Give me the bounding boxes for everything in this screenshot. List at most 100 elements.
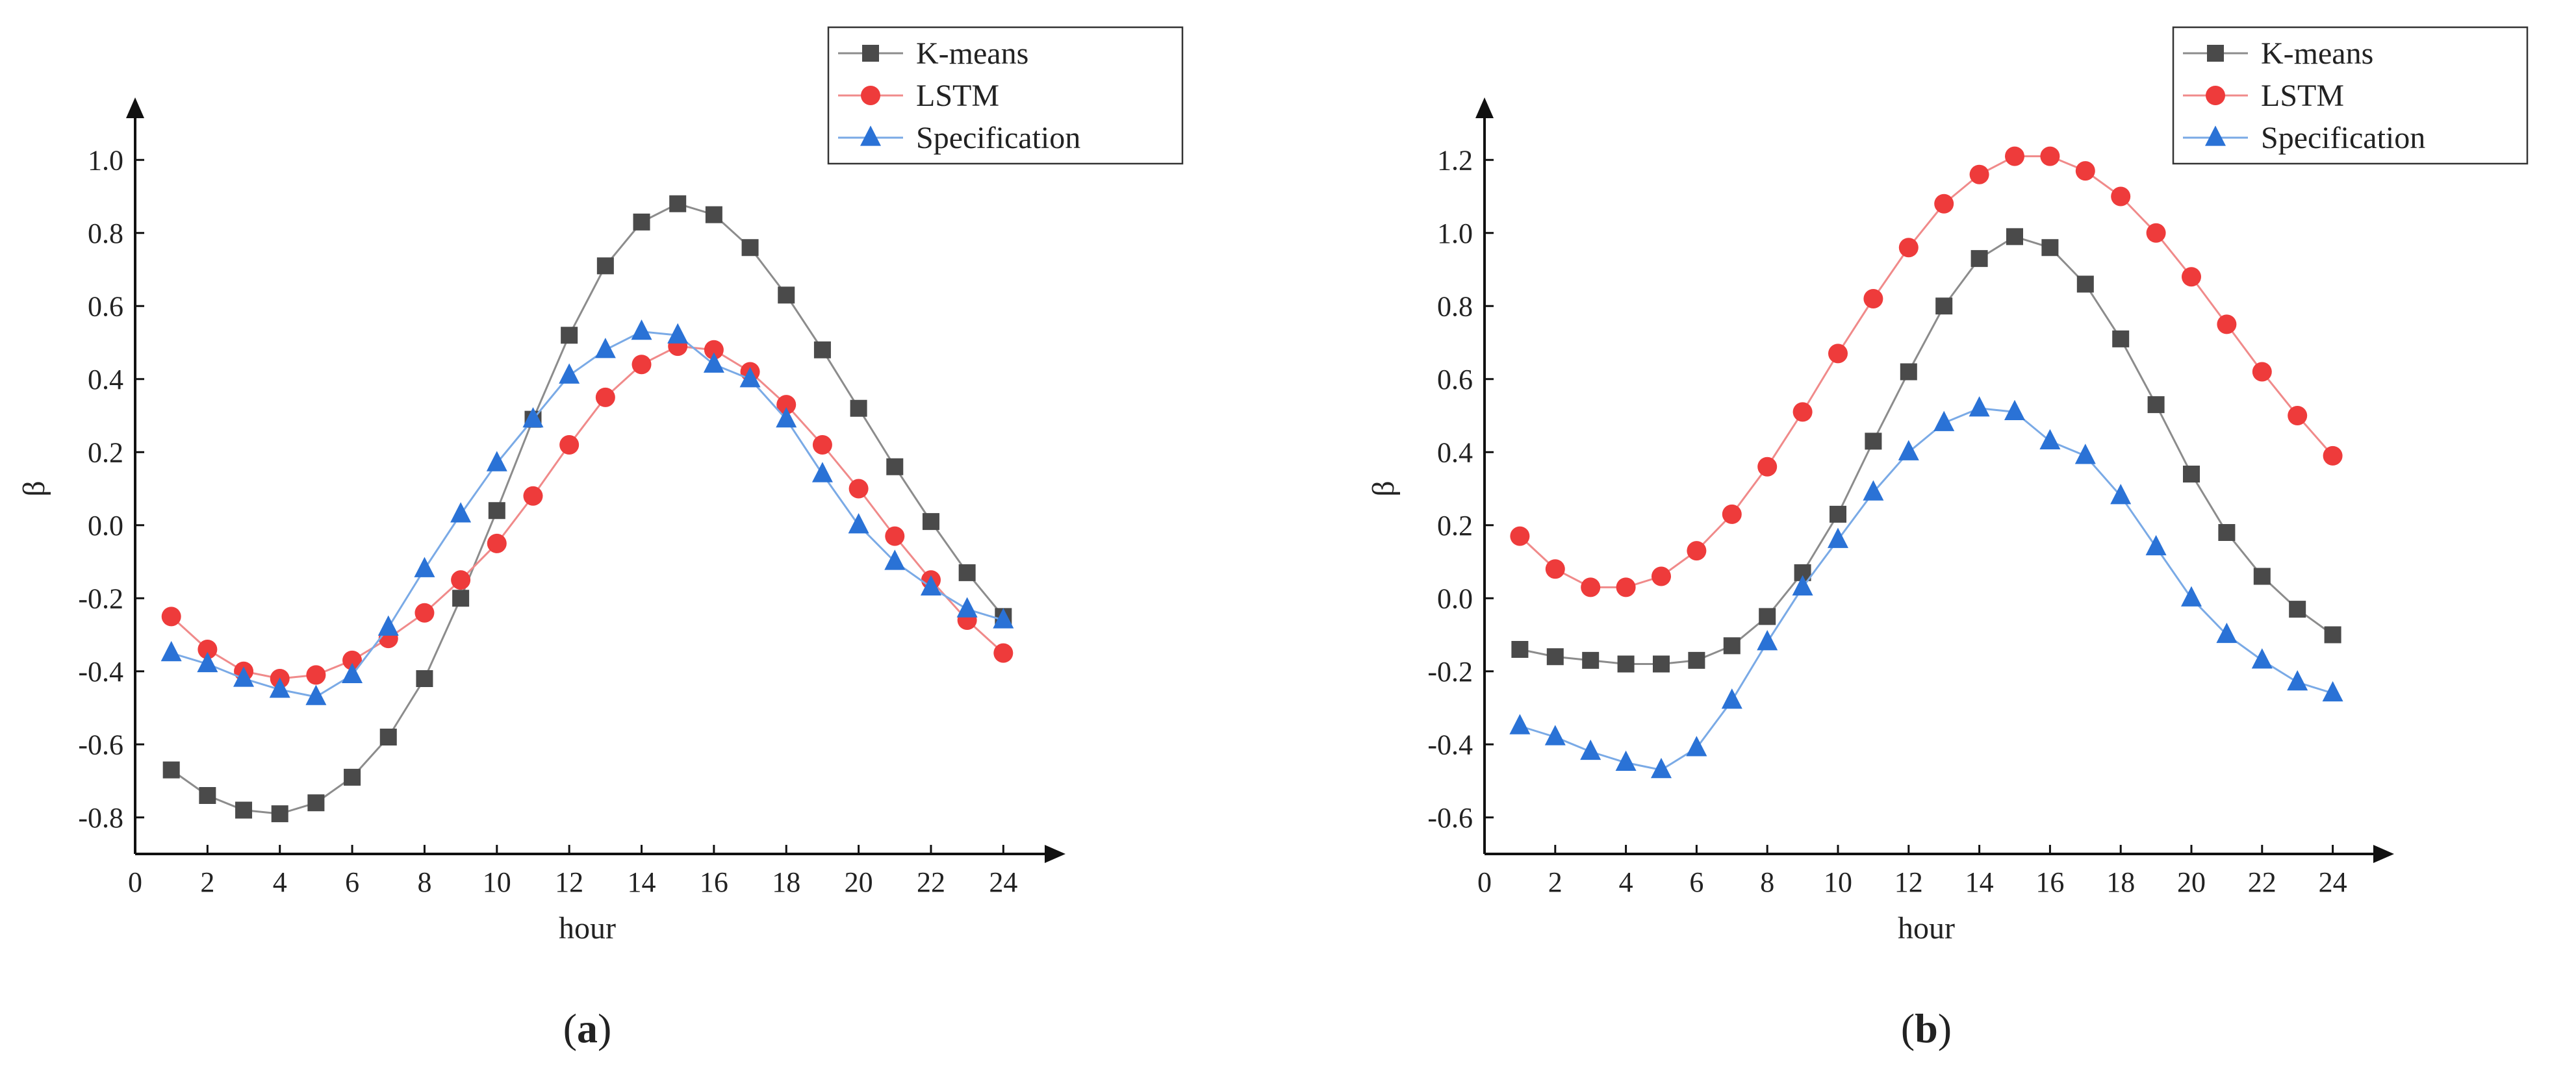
data-point-circle <box>1687 541 1707 561</box>
data-point-circle <box>848 479 869 499</box>
x-tick-label: 16 <box>700 866 728 898</box>
data-point-triangle <box>884 549 906 570</box>
data-point-square <box>778 286 795 304</box>
legend-label: LSTM <box>2261 79 2344 113</box>
legend-label: LSTM <box>916 79 999 113</box>
data-point-circle <box>1722 504 1742 524</box>
y-tick-label: -0.6 <box>1427 802 1473 834</box>
legend-marker-circle <box>861 86 880 105</box>
data-point-circle <box>1757 457 1778 477</box>
data-point-circle <box>1792 402 1813 422</box>
legend-marker-square <box>862 45 879 62</box>
data-point-triangle <box>1757 630 1778 651</box>
legend-marker-triangle <box>2205 125 2226 146</box>
data-point-square <box>1830 505 1846 523</box>
data-point-square <box>271 805 288 823</box>
data-point-circle <box>161 607 181 627</box>
data-point-triangle <box>197 651 218 673</box>
data-point-triangle <box>486 451 507 471</box>
x-tick-label: 0 <box>1477 866 1492 898</box>
data-point-triangle <box>2251 648 2273 669</box>
data-point-triangle <box>2287 670 2308 691</box>
data-point-square <box>199 787 216 804</box>
data-point-square <box>416 670 433 687</box>
y-tick-label: 1.0 <box>88 144 123 176</box>
y-tick-label: -0.8 <box>78 802 123 834</box>
x-axis-arrow-icon <box>2373 845 2394 863</box>
data-point-square <box>1617 655 1635 673</box>
data-point-triangle <box>342 662 363 683</box>
data-point-square <box>958 564 976 581</box>
x-tick-label: 10 <box>483 866 511 898</box>
series-specification <box>160 320 1014 705</box>
data-point-square <box>1865 432 1882 450</box>
data-point-square <box>2183 466 2200 482</box>
data-point-triangle <box>956 597 978 618</box>
y-tick-label: 0.0 <box>1437 583 1473 614</box>
data-point-triangle <box>2074 444 2096 464</box>
data-point-triangle <box>559 363 580 384</box>
data-point-square <box>1582 651 1600 669</box>
data-point-triangle <box>667 323 689 344</box>
legend-label: K-means <box>2261 36 2373 71</box>
x-tick-label: 20 <box>845 866 873 898</box>
legend-marker-square <box>2207 45 2224 62</box>
y-tick-label: 0.2 <box>88 436 123 468</box>
data-point-circle <box>487 533 507 553</box>
data-point-square <box>1688 651 1705 669</box>
y-tick-label: 0.4 <box>1437 436 1473 468</box>
y-tick-label: -0.4 <box>78 656 123 688</box>
data-point-circle <box>776 395 797 415</box>
y-axis-title: β <box>17 481 51 496</box>
x-tick-label: 24 <box>989 866 1017 898</box>
data-point-circle <box>2217 314 2237 334</box>
data-point-triangle <box>1969 396 1990 417</box>
y-tick-label: 0.8 <box>1437 290 1473 322</box>
y-axis-title: β <box>1366 481 1401 496</box>
data-point-square <box>596 257 614 275</box>
y-tick-label: 0.6 <box>1437 364 1473 395</box>
x-tick-label: 16 <box>2035 866 2064 898</box>
data-point-circle <box>812 435 832 455</box>
data-point-triangle <box>233 666 255 687</box>
data-point-triangle <box>450 502 472 523</box>
data-point-triangle <box>414 557 435 577</box>
data-point-circle <box>631 355 652 375</box>
data-point-square <box>2253 568 2271 585</box>
y-tick-label: 0.6 <box>88 290 123 322</box>
data-point-square <box>2147 396 2165 414</box>
data-point-square <box>2006 228 2023 245</box>
data-point-square <box>1723 637 1741 655</box>
y-tick-label: 1.0 <box>1437 218 1473 249</box>
data-point-square <box>235 801 253 819</box>
data-point-triangle <box>269 677 290 698</box>
data-point-circle <box>885 526 905 546</box>
data-point-square <box>344 768 361 786</box>
data-point-triangle <box>2004 399 2025 420</box>
x-tick-label: 2 <box>200 866 214 898</box>
data-point-triangle <box>2216 622 2238 644</box>
x-tick-label: 24 <box>2319 866 2347 898</box>
data-point-circle <box>198 640 218 659</box>
data-point-square <box>2324 626 2341 644</box>
data-point-triangle <box>739 367 761 388</box>
legend: K-means LSTM Specification <box>827 26 1184 165</box>
x-tick-label: 12 <box>1894 866 1923 898</box>
y-tick-label: 0.2 <box>1437 510 1473 542</box>
x-tick-label: 22 <box>2248 866 2276 898</box>
data-point-triangle <box>1686 736 1707 757</box>
data-point-square <box>886 458 904 475</box>
data-point-triangle <box>993 608 1014 629</box>
data-point-triangle <box>1898 440 1919 460</box>
data-point-triangle <box>2145 534 2167 556</box>
x-tick-label: 8 <box>417 866 431 898</box>
data-point-triangle <box>631 320 652 340</box>
x-tick-label: 6 <box>1689 866 1703 898</box>
series-k-means <box>162 195 1012 823</box>
axes: 0 2 4 6 8 10 12 14 16 18 20 22 24-0.6-0.4-0.20.00.20… <box>1427 97 2394 898</box>
data-point-square <box>922 513 939 531</box>
data-point-circle <box>2005 146 2024 166</box>
data-point-square <box>1935 297 1953 315</box>
data-point-circle <box>2182 267 2201 287</box>
